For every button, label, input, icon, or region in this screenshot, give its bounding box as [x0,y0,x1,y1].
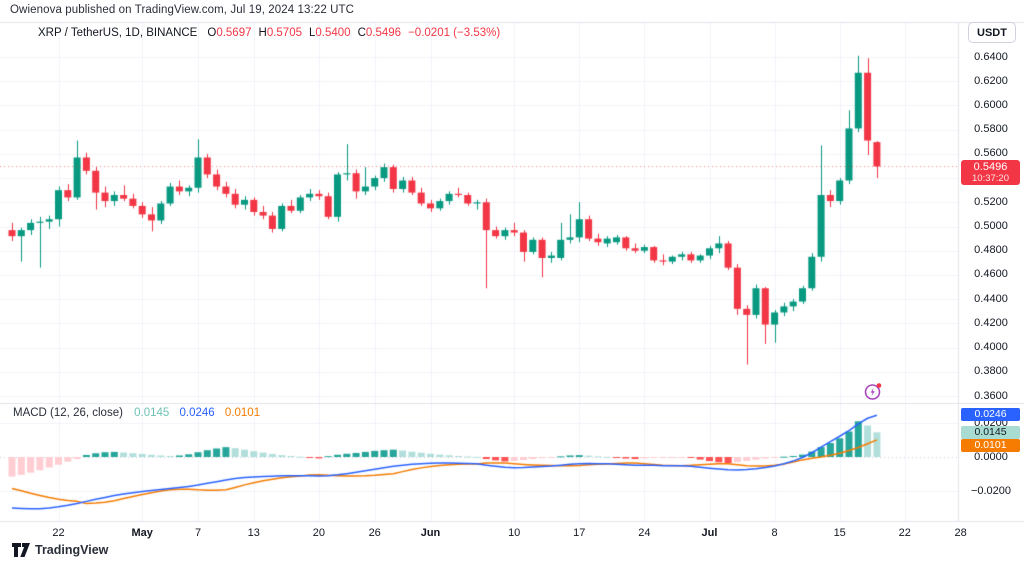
legend-high: H0.5705 [258,27,303,39]
time-tick-label: 22 [898,527,911,539]
price-tick-label: 0.4600 [974,268,1008,281]
time-tick-label: Jun [420,527,441,539]
macd-axis-badge: 0.0101 [961,439,1020,452]
tradingview-logo-icon [12,543,30,557]
last-price-value: 0.5496 [973,161,1008,173]
macd-legend: MACD (12, 26, close) 0.0145 0.0246 0.010… [13,407,267,419]
time-tick-label: 26 [368,527,381,539]
macd-axis-badge: 0.0145 [961,425,1020,439]
macd-axis-badge: 0.0246 [961,408,1020,421]
macd-signal-value: 0.0101 [224,407,261,419]
time-tick-label: Jul [701,527,718,539]
price-tick-label: 0.5600 [974,147,1008,160]
price-tick-label: 0.5200 [974,195,1008,208]
time-tick-label: 24 [638,527,651,539]
time-tick-label: 8 [771,527,778,539]
time-tick-label: 7 [194,527,202,539]
price-tick-label: 0.5800 [974,123,1008,136]
legend-open: O0.5697 [207,27,252,39]
time-tick-label: 22 [52,527,65,539]
time-tick-label: May [131,527,153,539]
price-tick-label: 0.5000 [974,220,1008,232]
price-tick-label: 0.4800 [974,244,1008,257]
macd-line-value: 0.0246 [179,407,215,419]
macd-tick-label: 0.0000 [974,450,1008,463]
time-tick-label: 17 [573,527,586,539]
price-tick-label: 0.3600 [974,389,1008,402]
symbol-legend: XRP / TetherUS, 1D, BINANCE O0.5697 H0.570… [38,27,500,39]
legend-change: −0.0201 (−3.53%) [408,27,501,39]
last-price-badge: 0.5496 10:37:20 [961,160,1020,185]
price-tick-label: 0.4400 [974,292,1008,305]
attribution-text: Owienova published on TradingView.com, J… [10,4,355,16]
time-tick-label: 20 [312,527,326,539]
macd-legend-title: MACD (12, 26, close) [13,407,123,419]
macd-hist-value: 0.0145 [134,407,170,419]
price-tick-label: 0.4000 [974,341,1008,354]
time-tick-label: 10 [508,527,521,539]
price-tick-label: 0.4200 [974,316,1008,329]
pattern-alert-icon[interactable] [862,380,884,402]
legend-close: C0.5496 [357,27,402,39]
symbol-title: XRP / TetherUS, 1D, BINANCE [38,27,198,39]
price-tick-label: 0.6200 [974,74,1008,87]
tradingview-logo-text: TradingView [35,543,109,557]
bar-countdown: 10:37:20 [972,173,1009,184]
time-tick-label: 15 [833,527,846,539]
time-tick-label: 13 [247,527,260,539]
time-tick-label: 28 [954,527,967,539]
price-tick-label: 0.3800 [974,365,1008,378]
price-tick-label: 0.6000 [974,98,1008,111]
legend-low: L0.5400 [309,27,351,39]
macd-tick-label: −0.0200 [970,484,1012,497]
price-tick-label: 0.6400 [974,50,1008,63]
currency-toggle-button[interactable]: USDT [968,22,1016,43]
tradingview-logo[interactable]: TradingView [12,543,108,557]
